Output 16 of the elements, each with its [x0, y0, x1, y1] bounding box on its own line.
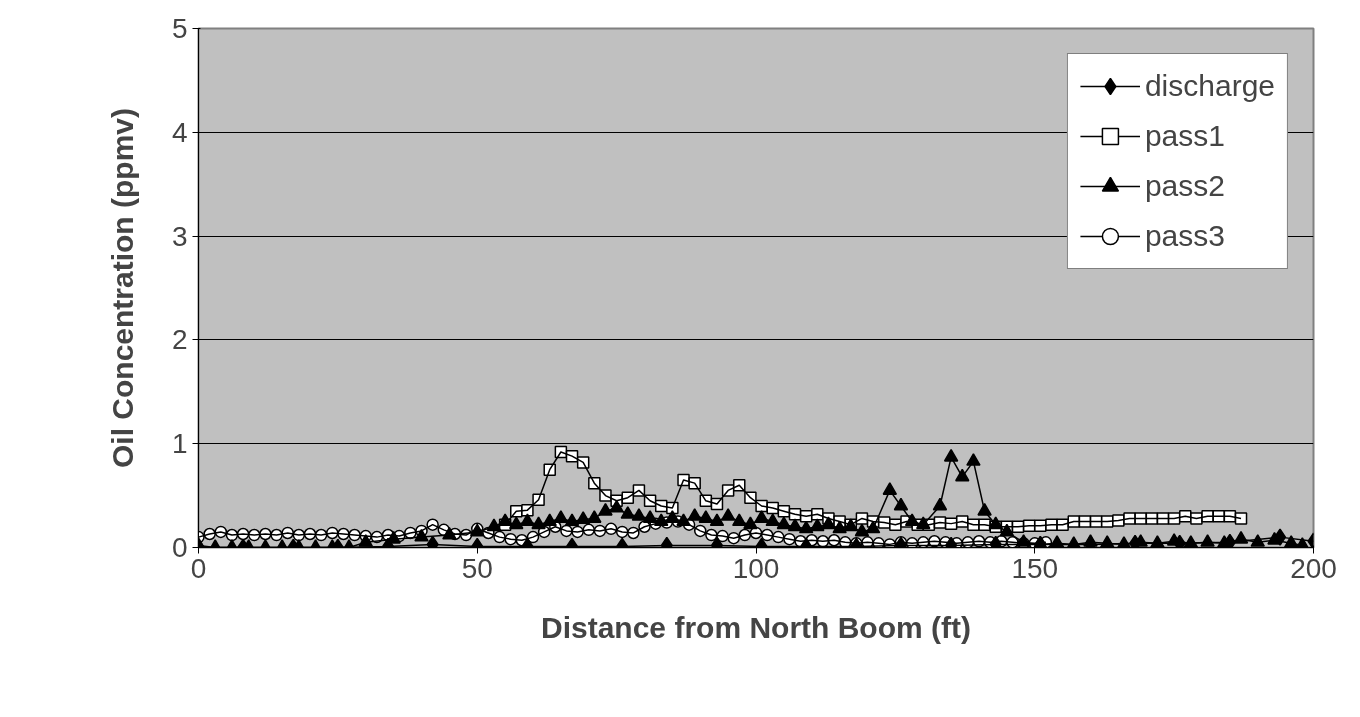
x-tick-label: 150 [1011, 552, 1059, 584]
legend-label: pass2 [1144, 168, 1225, 204]
y-tick-label: 2 [171, 324, 188, 356]
y-tick-label: 3 [171, 220, 188, 252]
y-axis-title: Oil Concentration (ppmv) [105, 108, 139, 468]
x-axis-title: Distance from North Boom (ft) [541, 610, 971, 644]
x-tick-label: 100 [732, 552, 780, 584]
y-tick-label: 5 [171, 13, 188, 44]
y-tick-label: 1 [171, 428, 188, 460]
legend-label: pass3 [1144, 218, 1225, 254]
legend-label: discharge [1144, 68, 1275, 104]
y-tick-label: 0 [171, 532, 188, 563]
y-tick-label: 4 [171, 116, 188, 148]
x-tick-label: 50 [461, 552, 493, 584]
legend-label: pass1 [1144, 118, 1225, 154]
x-tick-label: 200 [1290, 552, 1337, 584]
